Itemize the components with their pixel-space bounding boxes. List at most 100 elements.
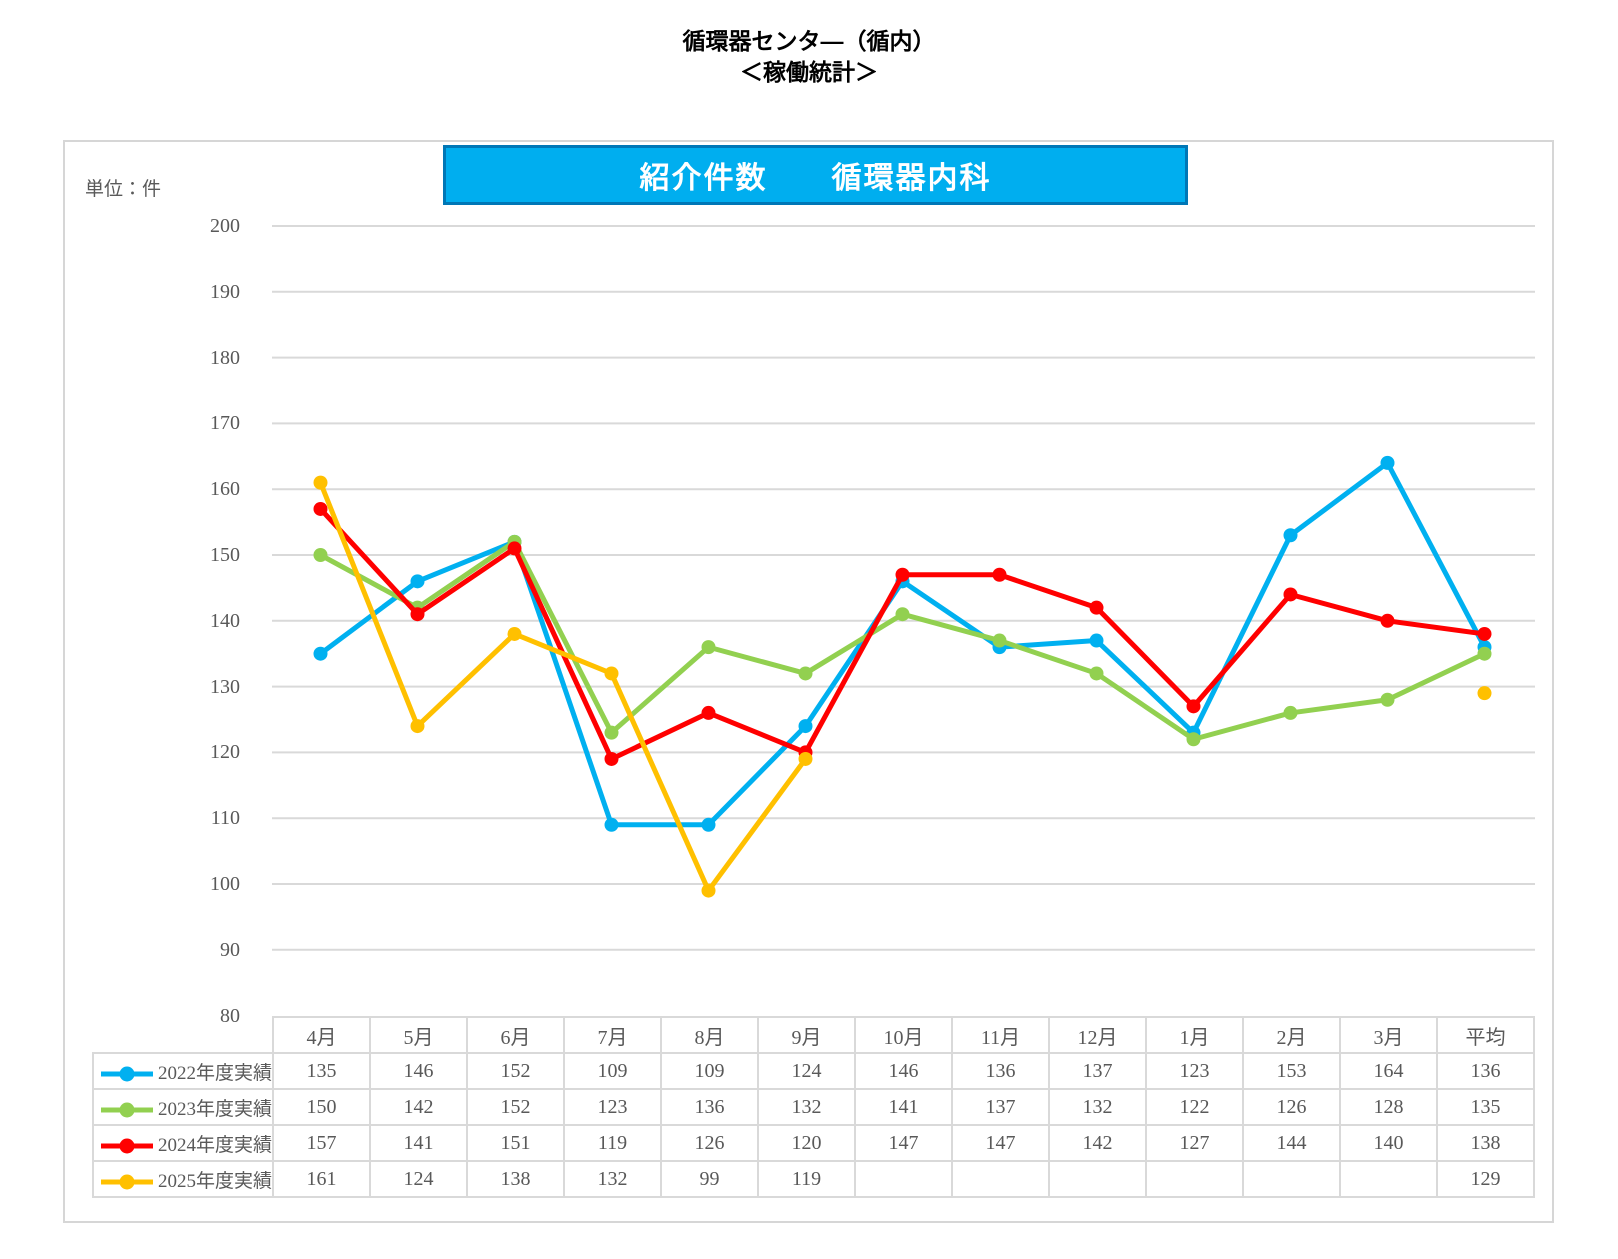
data-point-marker	[895, 567, 910, 582]
data-point-marker	[1089, 633, 1104, 648]
table-value-cell	[1048, 1160, 1147, 1198]
month-header-cell: 2月	[1242, 1016, 1341, 1054]
data-point-marker	[507, 541, 522, 556]
y-axis-tick-label: 130	[210, 675, 240, 698]
data-point-marker	[1283, 528, 1298, 543]
data-point-marker	[313, 475, 328, 490]
y-axis-tick-label: 110	[210, 807, 240, 830]
legend-label: 2024年度実績	[158, 1134, 273, 1156]
data-point-marker	[701, 640, 716, 655]
table-value-cell	[854, 1160, 953, 1198]
table-value-cell: 141	[369, 1124, 468, 1162]
series-line	[318, 460, 1487, 828]
month-header-cell: 11月	[951, 1016, 1050, 1054]
table-value-cell: 147	[854, 1124, 953, 1162]
table-value-cell: 135	[272, 1052, 371, 1090]
table-value-cell: 126	[660, 1124, 759, 1162]
data-point-marker	[1089, 666, 1104, 681]
data-point-marker	[507, 626, 522, 641]
table-row: 2022年度実績 135 146 152 109 109 124 146 136 137 123 15…	[92, 1052, 1535, 1090]
table-value-cell: 137	[1048, 1052, 1147, 1090]
table-value-cell: 152	[466, 1088, 565, 1126]
table-value-cell: 141	[854, 1088, 953, 1126]
month-header-cell: 12月	[1048, 1016, 1147, 1054]
table-value-cell: 109	[660, 1052, 759, 1090]
data-point-marker	[604, 817, 619, 832]
data-point-marker	[895, 607, 910, 622]
data-point-marker	[313, 646, 328, 661]
data-point-marker	[1186, 732, 1201, 747]
y-axis-tick-label: 180	[210, 346, 240, 369]
table-value-cell: 127	[1145, 1124, 1244, 1162]
table-value-cell: 147	[951, 1124, 1050, 1162]
month-header-cell: 6月	[466, 1016, 565, 1054]
table-value-cell	[1145, 1160, 1244, 1198]
legend-line-marker-icon	[101, 1102, 153, 1118]
table-value-cell: 135	[1436, 1088, 1535, 1126]
table-value-cell: 99	[660, 1160, 759, 1198]
y-axis-tick-label: 200	[210, 215, 240, 237]
table-value-cell: 132	[563, 1160, 662, 1198]
table-value-cell: 123	[563, 1088, 662, 1126]
data-point-marker	[992, 633, 1007, 648]
data-point-marker	[798, 666, 813, 681]
legend-label: 2022年度実績	[158, 1062, 273, 1084]
table-row: 2023年度実績 150 142 152 123 136 132 141 137 132 122 12…	[92, 1088, 1535, 1126]
table-value-cell: 119	[757, 1160, 856, 1198]
y-axis-tick-label: 160	[210, 478, 240, 501]
y-axis-tick-label: 90	[220, 938, 240, 961]
y-axis-tick-label: 170	[210, 412, 240, 435]
data-point-marker	[1380, 613, 1395, 628]
data-point-marker	[1089, 600, 1104, 615]
month-header-cell: 5月	[369, 1016, 468, 1054]
data-point-marker	[1380, 692, 1395, 707]
table-row: 2024年度実績 157 141 151 119 126 120 147 147 142 127 14…	[92, 1124, 1535, 1162]
table-value-cell: 124	[369, 1160, 468, 1198]
month-header-cell: 10月	[854, 1016, 953, 1054]
data-point-marker	[798, 751, 813, 766]
table-value-cell: 153	[1242, 1052, 1341, 1090]
page-title-line2: ＜稼働統計＞	[740, 59, 878, 85]
table-value-cell: 138	[1436, 1124, 1535, 1162]
legend-label: 2025年度実績	[158, 1170, 273, 1192]
table-value-cell: 161	[272, 1160, 371, 1198]
table-value-cell: 138	[466, 1160, 565, 1198]
table-value-cell: 152	[466, 1052, 565, 1090]
data-point-marker	[798, 719, 813, 734]
chart-title: 紹介件数 循環器内科	[639, 162, 992, 195]
table-value-cell: 136	[1436, 1052, 1535, 1090]
month-header-cell: 3月	[1339, 1016, 1438, 1054]
table-value-cell: 126	[1242, 1088, 1341, 1126]
table-value-cell: 157	[272, 1124, 371, 1162]
month-header-cell: 7月	[563, 1016, 662, 1054]
month-header-cell: 8月	[660, 1016, 759, 1054]
data-point-marker	[701, 883, 716, 898]
page-title-line1: 循環器センタ―（循内）	[682, 28, 936, 54]
y-axis-tick-label: 190	[210, 280, 240, 303]
table-value-cell	[1242, 1160, 1341, 1198]
month-header-cell: 9月	[757, 1016, 856, 1054]
data-point-marker	[1186, 699, 1201, 714]
chart-title-banner: 紹介件数 循環器内科	[443, 145, 1188, 205]
page-title: 循環器センタ―（循内） ＜稼働統計＞	[0, 26, 1618, 88]
table-row: 2025年度実績 161 124 138 132 99 119 129	[92, 1160, 1535, 1198]
y-axis-tick-label: 80	[220, 1004, 240, 1027]
data-point-marker	[313, 501, 328, 516]
legend-line-marker-icon	[101, 1174, 153, 1190]
table-value-cell: 129	[1436, 1160, 1535, 1198]
data-point-marker	[410, 719, 425, 734]
data-table: 4月 5月 6月 7月 8月 9月 10月 11月 12月 1月 2月 3月 平均 2022年度実績 135…	[92, 1016, 1535, 1198]
legend-line-marker-icon	[101, 1066, 153, 1082]
data-point-marker	[410, 574, 425, 589]
legend-cell: 2023年度実績	[92, 1088, 274, 1126]
table-value-cell: 124	[757, 1052, 856, 1090]
month-header-cell: 1月	[1145, 1016, 1244, 1054]
line-chart-plot-area	[272, 225, 1535, 951]
data-point-marker	[701, 817, 716, 832]
table-value-cell: 150	[272, 1088, 371, 1126]
legend-line-marker-icon	[101, 1138, 153, 1154]
y-axis-tick-label: 150	[210, 544, 240, 566]
table-value-cell: 146	[369, 1052, 468, 1090]
table-value-cell: 140	[1339, 1124, 1438, 1162]
